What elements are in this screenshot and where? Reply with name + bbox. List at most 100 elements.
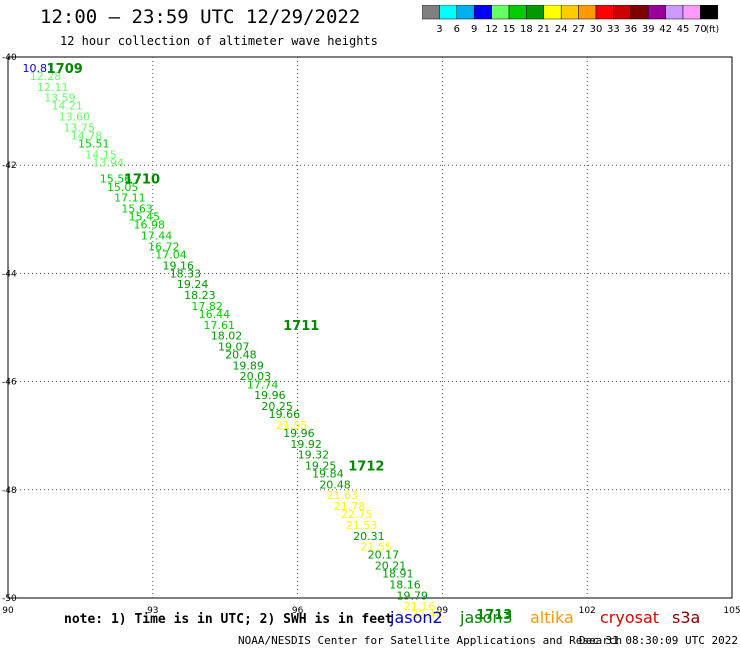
colorbar-swatch bbox=[700, 5, 719, 20]
wave-height-point: 17.61 bbox=[203, 319, 235, 332]
colorbar-label: 42 bbox=[659, 24, 672, 35]
wave-height-point: 15.45 bbox=[129, 211, 161, 224]
satellite-jason2: jason2 bbox=[390, 608, 443, 627]
wave-height-point: 19.24 bbox=[177, 278, 209, 291]
colorbar-label: 30 bbox=[590, 24, 603, 35]
footer-timestamp: Dec 31 08:30:09 UTC 2022 bbox=[579, 634, 738, 647]
wave-height-point: 21.63 bbox=[327, 489, 359, 502]
y-tick-label: -40 bbox=[2, 53, 17, 63]
wave-height-point: 14.78 bbox=[71, 129, 103, 142]
pass-label: 1711 bbox=[283, 319, 319, 334]
pass-label: 1710 bbox=[124, 173, 160, 188]
wave-height-point: 21.78 bbox=[334, 500, 366, 513]
wave-height-point: 19.96 bbox=[283, 427, 315, 440]
wave-height-point: 12.11 bbox=[37, 81, 69, 94]
wave-height-point: 19.89 bbox=[232, 359, 264, 372]
wave-height-point: 19.16 bbox=[162, 259, 194, 272]
chart-subtitle: 12 hour collection of altimeter wave hei… bbox=[60, 34, 378, 48]
wave-height-point: 14.21 bbox=[51, 100, 83, 113]
wave-height-point: 21.55 bbox=[360, 541, 392, 554]
wave-height-point: 17.82 bbox=[191, 300, 223, 313]
y-tick-label: -50 bbox=[2, 594, 17, 604]
x-tick-label: 102 bbox=[579, 606, 596, 616]
wave-height-point: 17.44 bbox=[141, 230, 173, 243]
wave-height-point: 19.25 bbox=[305, 459, 337, 472]
colorbar-legend: 3 6 9 12 15 18 21 24 27 30 33 36 39 42 45 70(ft) bbox=[422, 5, 720, 35]
wave-height-point: 18.16 bbox=[389, 578, 421, 591]
colorbar-label: 18 bbox=[520, 24, 533, 35]
wave-height-point: 19.84 bbox=[312, 468, 344, 481]
wave-height-point: 19.96 bbox=[254, 389, 286, 402]
wave-height-point: 15.05 bbox=[107, 181, 138, 194]
wave-height-point: 20.25 bbox=[261, 400, 293, 413]
wave-height-point: 14.15 bbox=[85, 148, 117, 161]
colorbar-label: 6 bbox=[454, 24, 460, 35]
wave-height-point: 15.51 bbox=[78, 138, 110, 151]
colorbar-label: 3 bbox=[436, 24, 442, 35]
wave-height-point: 20.17 bbox=[368, 549, 400, 562]
wave-height-point: 18.33 bbox=[170, 267, 202, 280]
wave-height-point: 19.92 bbox=[290, 438, 322, 451]
wave-height-point: 16.98 bbox=[133, 219, 165, 232]
colorbar-label: 9 bbox=[471, 24, 477, 35]
wave-height-point: 20.31 bbox=[353, 530, 385, 543]
x-tick-label: 99 bbox=[437, 606, 449, 616]
satellite-altika: altika bbox=[530, 608, 574, 627]
wave-height-point: 12.28 bbox=[30, 70, 62, 83]
x-tick-label: 96 bbox=[292, 606, 304, 616]
wave-height-point: 15.63 bbox=[121, 202, 153, 215]
colorbar-label: 39 bbox=[642, 24, 655, 35]
chart-title: 12:00 — 23:59 UTC 12/29/2022 bbox=[40, 6, 361, 28]
wave-height-point: 13.75 bbox=[64, 121, 96, 134]
y-tick-label: -42 bbox=[2, 161, 17, 171]
satellite-jason3: jason3 bbox=[460, 608, 513, 627]
x-tick-label: 93 bbox=[147, 606, 158, 616]
wave-height-point: 19.79 bbox=[397, 589, 429, 602]
wave-height-point: 18.02 bbox=[211, 330, 243, 343]
wave-height-point: 21.53 bbox=[346, 519, 378, 532]
wave-height-point: 22.75 bbox=[341, 508, 373, 521]
wave-height-point: 16.72 bbox=[148, 240, 180, 253]
wave-height-point: 16.44 bbox=[199, 308, 231, 321]
wave-height-point: 10.81 bbox=[22, 62, 54, 75]
units-note: note: 1) Time is in UTC; 2) SWH is in fe… bbox=[64, 612, 393, 627]
pass-label: 1712 bbox=[348, 459, 384, 474]
colorbar-label: 27 bbox=[572, 24, 585, 35]
pass-label: 1709 bbox=[47, 62, 83, 77]
y-tick-label: -46 bbox=[2, 378, 17, 388]
wave-height-point: 17.04 bbox=[155, 248, 187, 261]
wave-height-point: 19.32 bbox=[298, 449, 330, 462]
colorbar-label: 33 bbox=[607, 24, 620, 35]
wave-height-point: 22.46 bbox=[411, 608, 443, 621]
wave-height-point: 20.48 bbox=[225, 349, 257, 362]
wave-height-point: 20.21 bbox=[375, 560, 407, 573]
wave-height-point: 19.66 bbox=[269, 408, 301, 421]
colorbar-label: 15 bbox=[503, 24, 516, 35]
wave-height-point: 17.11 bbox=[114, 192, 146, 205]
colorbar-label: 21 bbox=[537, 24, 550, 35]
colorbar-label: 36 bbox=[624, 24, 637, 35]
wave-height-point: 21.55 bbox=[276, 419, 308, 432]
colorbar-unit: (ft) bbox=[706, 25, 720, 35]
wave-height-point: 17.74 bbox=[247, 378, 278, 391]
wave-height-point: 15.56 bbox=[100, 173, 132, 186]
x-tick-label: 90 bbox=[2, 606, 14, 616]
colorbar-label: 12 bbox=[485, 24, 498, 35]
colorbar-label: 45 bbox=[677, 24, 690, 35]
wave-height-point: 13.94 bbox=[92, 156, 124, 169]
wave-height-point: 21.16 bbox=[404, 600, 436, 613]
pass-label: 1713 bbox=[476, 608, 512, 623]
wave-height-point: 20.48 bbox=[319, 478, 351, 491]
wave-height-point: 13.60 bbox=[59, 111, 91, 124]
wave-height-point: 20.03 bbox=[240, 370, 272, 383]
x-tick-label: 105 bbox=[723, 606, 740, 616]
wave-height-point: 13.59 bbox=[44, 92, 75, 105]
satellite-s3a: s3a bbox=[672, 608, 701, 627]
colorbar-label: 24 bbox=[555, 24, 568, 35]
wave-height-point: 19.07 bbox=[218, 340, 250, 353]
y-tick-label: -44 bbox=[2, 269, 17, 279]
footer-credit: NOAA/NESDIS Center for Satellite Applica… bbox=[238, 634, 623, 647]
y-tick-label: -48 bbox=[2, 486, 17, 496]
plot-frame bbox=[7, 56, 733, 599]
